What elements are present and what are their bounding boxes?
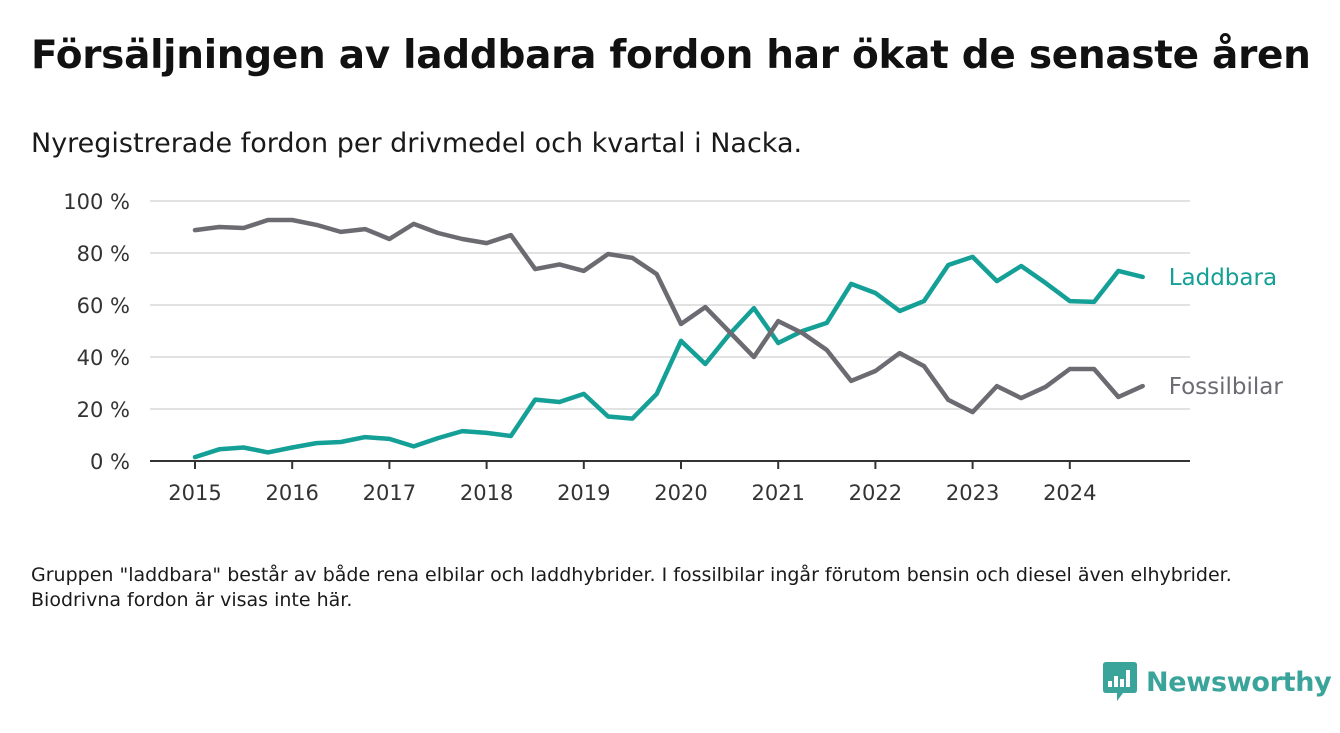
series-label-laddbara: Laddbara: [1169, 265, 1277, 291]
chart-footnote: Gruppen "laddbara" består av både rena e…: [31, 564, 1232, 611]
x-tick-label: 2023: [946, 481, 999, 505]
series-labels: Laddbara Fossilbilar: [1169, 265, 1284, 400]
x-axis: 2015 2016 2017 2018 2019 2020 2021 2022 2023 2024: [150, 460, 1190, 505]
newsworthy-logo-icon: [1103, 662, 1137, 701]
y-tick-label: 20 %: [77, 398, 130, 422]
x-tick-label: 2024: [1043, 481, 1096, 505]
brand-logo: Newsworthy: [1103, 662, 1332, 702]
series-label-fossilbilar: Fossilbilar: [1169, 374, 1284, 400]
x-tick-label: 2020: [654, 481, 707, 505]
y-tick-label: 60 %: [77, 294, 130, 318]
series-line-fossilbilar: [192, 217, 1145, 415]
y-axis: 0 % 20 % 40 % 60 % 80 % 100 %: [63, 190, 130, 474]
chart-subtitle: Nyregistrerade fordon per drivmedel och …: [31, 128, 803, 159]
x-tick-label: 2016: [265, 481, 318, 505]
series-line-laddbara: [192, 254, 1145, 460]
series-lines: [192, 217, 1145, 460]
x-tick-label: 2015: [168, 481, 221, 505]
chart-title: Försäljningen av laddbara fordon har öka…: [31, 33, 1311, 78]
y-tick-label: 40 %: [77, 346, 130, 370]
brand-name: Newsworthy: [1146, 666, 1332, 698]
x-tick-label: 2021: [751, 481, 804, 505]
x-tick-label: 2017: [363, 481, 416, 505]
y-tick-label: 0 %: [90, 450, 130, 474]
x-tick-label: 2018: [460, 481, 513, 505]
y-tick-label: 80 %: [77, 242, 130, 266]
y-tick-label: 100 %: [63, 190, 130, 214]
x-tick-label: 2019: [557, 481, 610, 505]
x-tick-label: 2022: [849, 481, 902, 505]
